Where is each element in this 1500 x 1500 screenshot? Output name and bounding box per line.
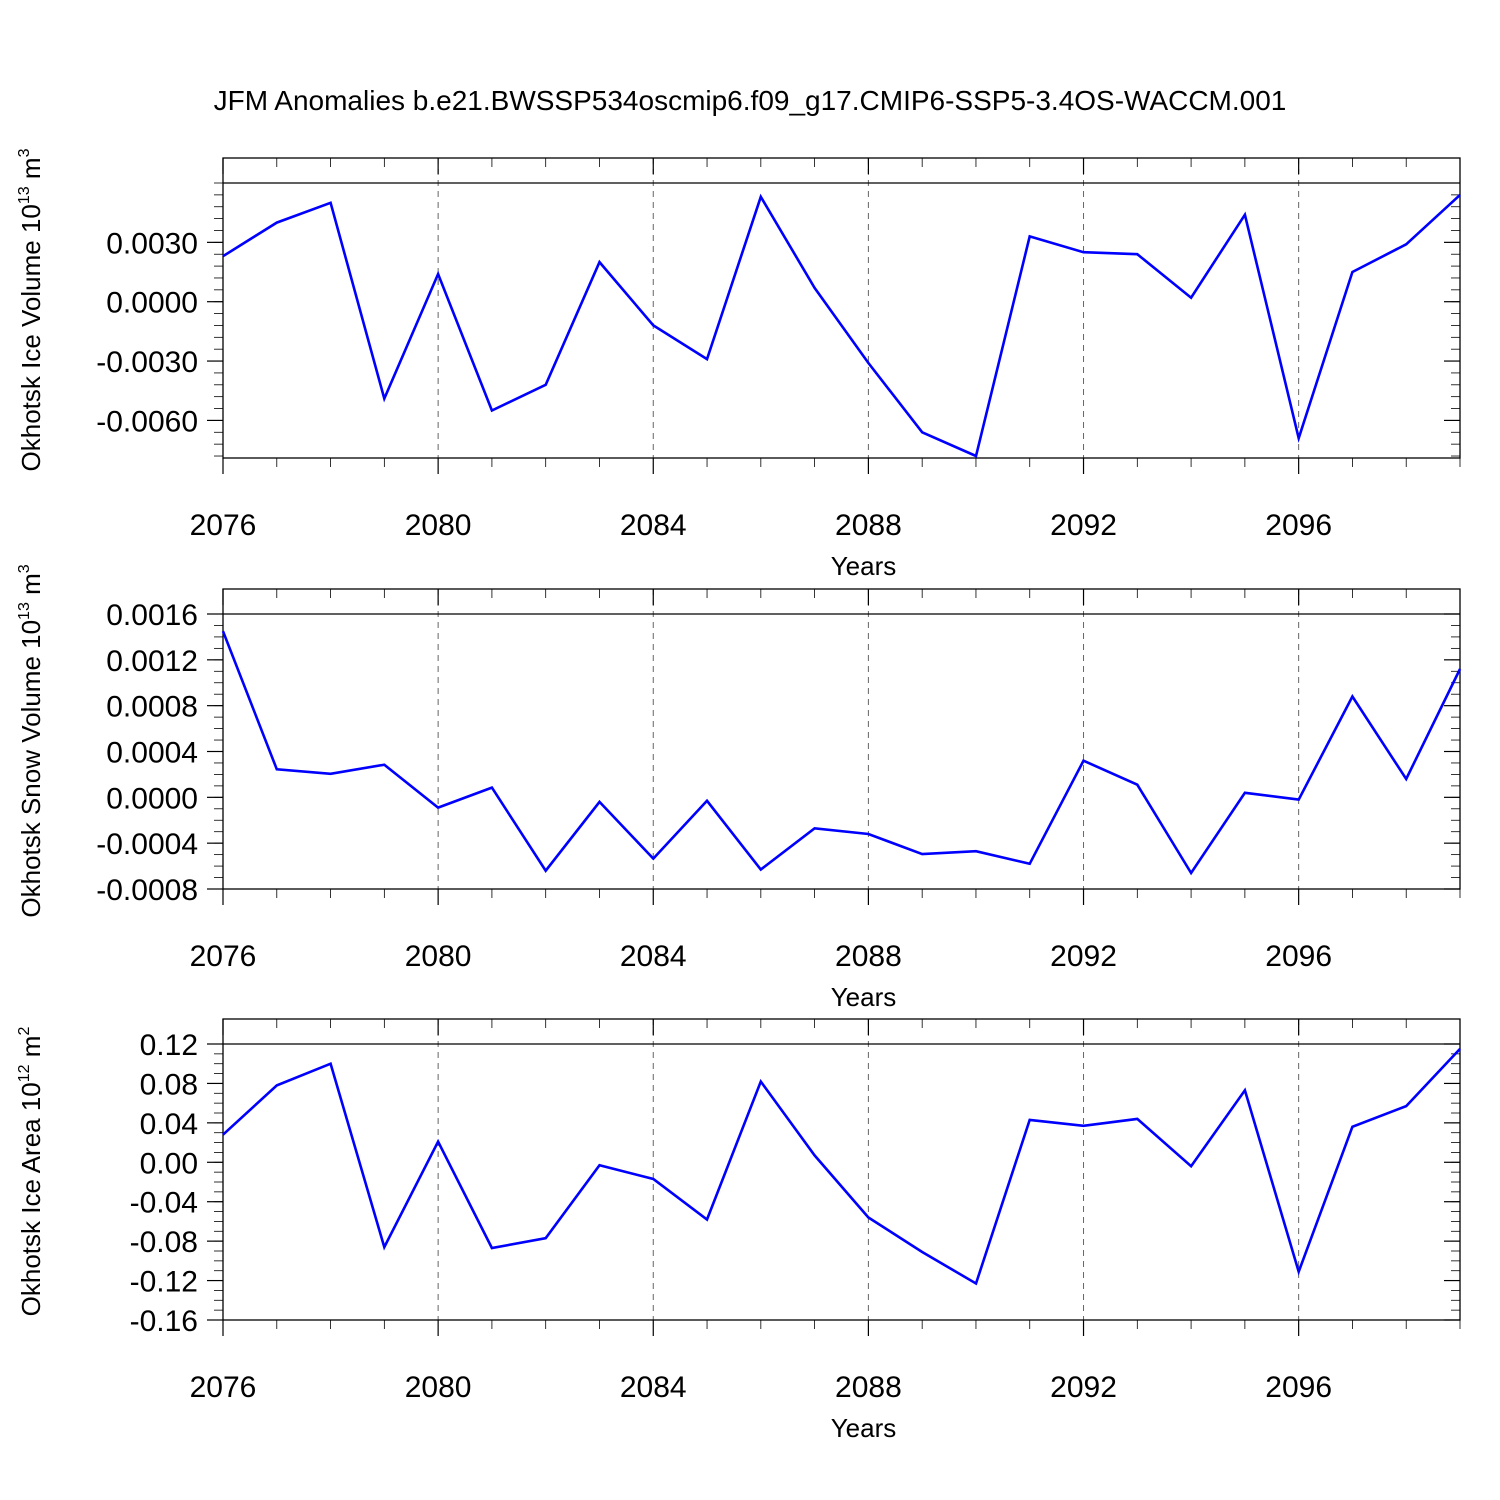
x-tick-label: 2084	[620, 940, 687, 973]
plot-frame	[222, 588, 1461, 890]
y-axis-label-exponent: 13	[16, 602, 33, 620]
x-tick-label: 2084	[620, 509, 687, 542]
x-tick-label: 2080	[405, 1371, 472, 1404]
y-tick-label: 0.04	[140, 1108, 198, 1141]
series-line	[222, 1048, 1461, 1286]
y-tick-label: -0.0008	[96, 874, 198, 907]
x-tick-label: 2088	[835, 1371, 902, 1404]
x-tick-label: 2096	[1265, 509, 1332, 542]
plot-frame	[222, 1018, 1461, 1321]
x-tick-label: 2096	[1265, 1371, 1332, 1404]
panel-2: 2076 2080 2084 2088 2092 2096 Years 0.0016 0.001…	[16, 564, 1462, 1012]
y-axis-label-exponent: 12	[16, 1064, 33, 1082]
y-tick-label: -0.12	[130, 1266, 198, 1299]
y-axis-label-unit: m	[16, 157, 46, 186]
x-tick-label: 2076	[190, 509, 257, 542]
y-tick-label: -0.0004	[96, 828, 198, 861]
y-tick-label: 0.0012	[106, 645, 198, 678]
x-tick-label: 2076	[190, 1371, 257, 1404]
x-tick-label: 2092	[1050, 1371, 1117, 1404]
x-tick-label: 2092	[1050, 509, 1117, 542]
y-axis-label-unit: m	[16, 1036, 46, 1065]
y-axis-label-unit-exponent: 3	[16, 148, 33, 157]
plot-frame	[222, 157, 1461, 459]
x-axis-label: Years	[831, 1413, 897, 1443]
y-tick-label: 0.0008	[106, 691, 198, 724]
x-axis-label: Years	[831, 551, 897, 581]
y-axis-label-unit-exponent: 2	[16, 1027, 33, 1036]
y-axis-label-unit-exponent: 3	[16, 564, 33, 573]
x-tick-label: 2080	[405, 940, 472, 973]
x-axis-label: Years	[831, 982, 897, 1012]
x-tick-label: 2088	[835, 509, 902, 542]
y-axis-label-unit: m	[16, 573, 46, 602]
y-axis-label-text: Okhotsk Snow Volume 10	[16, 620, 46, 918]
x-tick-label: 2076	[190, 940, 257, 973]
series-line	[221, 630, 1462, 876]
y-axis-label: Okhotsk Ice Volume 1013 m3	[16, 148, 46, 471]
y-tick-label: 0.0016	[106, 599, 198, 632]
y-tick-label: 0.0000	[106, 782, 198, 815]
x-tick-label: 2080	[405, 509, 472, 542]
x-tick-label: 2092	[1050, 940, 1117, 973]
panel-1: 2076 2080 2084 2088 2092 2096 Years 0.0030 0.000…	[16, 148, 1461, 581]
y-tick-label: -0.0030	[96, 346, 198, 379]
panel-3: 2076 2080 2084 2088 2092 2096 Years 0.12 0.08 0.0…	[16, 1018, 1461, 1443]
x-tick-label: 2096	[1265, 940, 1332, 973]
y-tick-label: -0.04	[130, 1187, 198, 1220]
y-tick-label: 0.0004	[106, 737, 198, 770]
x-tick-label: 2084	[620, 1371, 687, 1404]
panels: 2076 2080 2084 2088 2092 2096Years0.00300.000…	[16, 148, 1462, 1443]
y-tick-label: 0.0030	[106, 227, 198, 260]
y-tick-label: 0.00	[140, 1147, 198, 1180]
y-axis-label-exponent: 13	[16, 186, 33, 204]
y-tick-label: -0.16	[130, 1305, 198, 1338]
y-tick-label: 0.0000	[106, 287, 198, 320]
x-tick-label: 2088	[835, 940, 902, 973]
y-axis-label-text: Okhotsk Ice Area 10	[16, 1082, 46, 1316]
figure-title: JFM Anomalies b.e21.BWSSP534oscmip6.f09_…	[214, 85, 1287, 116]
series-line	[222, 193, 1461, 458]
y-tick-label: 0.12	[140, 1029, 198, 1062]
y-tick-label: -0.0060	[96, 405, 198, 438]
y-axis-label: Okhotsk Ice Area 1012 m2	[16, 1027, 46, 1317]
y-axis-label: Okhotsk Snow Volume 1013 m3	[16, 564, 46, 917]
y-tick-label: 0.08	[140, 1068, 198, 1101]
y-axis-label-text: Okhotsk Ice Volume 10	[16, 204, 46, 471]
y-tick-label: -0.08	[130, 1226, 198, 1259]
